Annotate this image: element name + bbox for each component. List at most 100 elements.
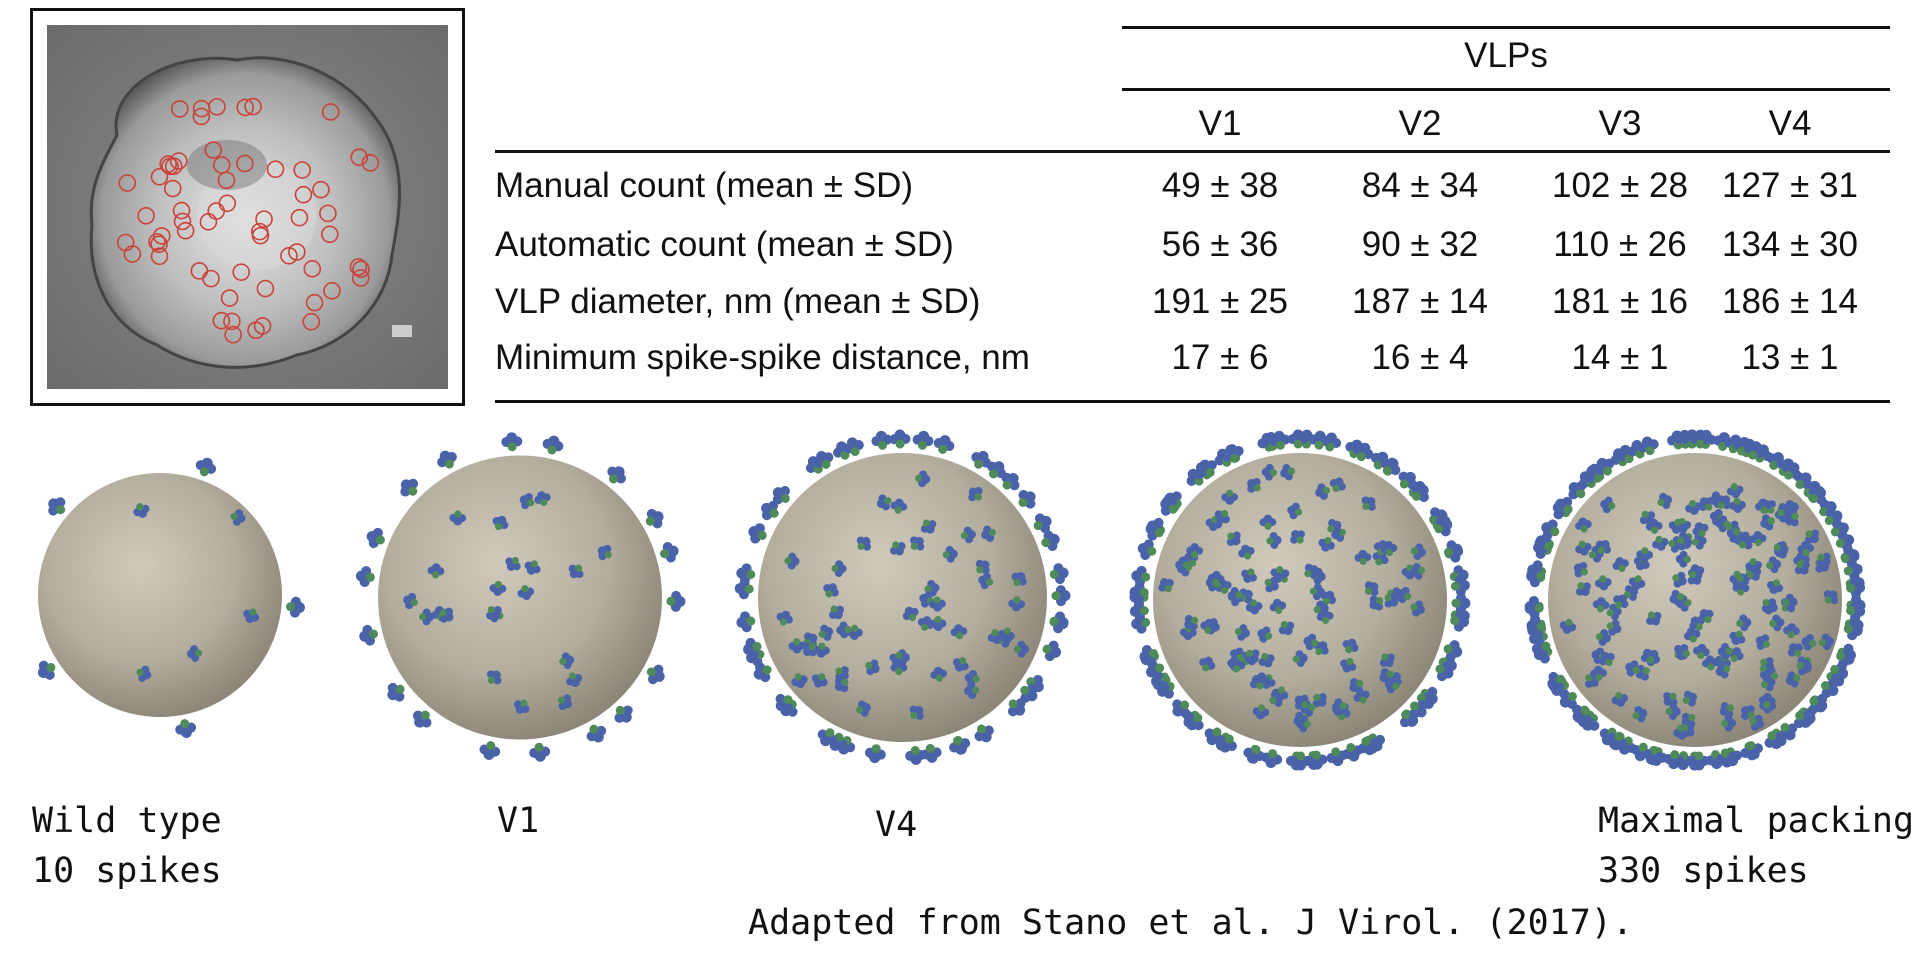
spike-protein — [813, 451, 834, 469]
column-header-v2: V2 — [1398, 104, 1442, 143]
spike-protein — [400, 478, 419, 497]
vlp-render-v1 — [355, 432, 686, 762]
spike-protein — [387, 682, 405, 702]
spike-protein — [1595, 629, 1611, 646]
spike-protein — [1640, 648, 1657, 664]
spike-protein — [403, 592, 418, 610]
spike-protein — [1787, 643, 1803, 657]
spike-protein — [813, 642, 830, 658]
spike-marker — [208, 97, 226, 116]
spike-protein — [1380, 457, 1400, 476]
spike-protein — [920, 519, 937, 534]
table-bottom-rule — [495, 400, 1890, 403]
spike-protein — [1342, 638, 1359, 654]
spike-protein — [1680, 722, 1695, 738]
spike-protein — [890, 498, 908, 514]
spike-protein — [1595, 457, 1615, 476]
spike-protein — [492, 515, 509, 531]
spike-marker — [176, 221, 195, 240]
spike-protein — [1313, 641, 1329, 656]
spike-protein — [1227, 586, 1243, 604]
spike-marker — [172, 201, 191, 220]
cell-diameter-v1: 191 ± 25 — [1152, 282, 1288, 321]
spike-protein — [534, 491, 551, 507]
spike-protein — [1313, 600, 1329, 618]
table-top-rule — [1122, 26, 1890, 29]
spike-protein — [1172, 699, 1190, 718]
spike-protein — [1290, 751, 1312, 771]
spike-marker — [150, 168, 169, 186]
vlp-render-maximal-packing — [1524, 429, 1866, 771]
spike-protein — [1742, 741, 1763, 760]
spike-protein — [1001, 472, 1020, 491]
spike-protein — [1526, 616, 1546, 638]
group-header: VLPs — [1464, 36, 1548, 75]
cell-diameter-v2: 187 ± 14 — [1352, 282, 1488, 321]
vlp-sphere — [38, 473, 282, 717]
spike-protein — [998, 627, 1015, 643]
spike-protein — [646, 664, 665, 685]
spike-marker — [351, 269, 370, 287]
spike-marker — [170, 100, 189, 118]
em-micrograph — [47, 25, 448, 389]
spike-protein — [230, 509, 246, 526]
spike-protein — [964, 670, 980, 687]
spike-protein — [1329, 477, 1346, 493]
spike-protein — [1758, 693, 1776, 709]
spike-protein — [836, 621, 852, 639]
spike-protein — [557, 694, 573, 710]
vlp-spike-table: VLPs V1 V2 V3 V4 Manual count (mean ± SD… — [490, 20, 1890, 410]
spike-protein — [1741, 705, 1755, 720]
spike-protein — [1592, 597, 1610, 613]
spike-protein — [1744, 441, 1765, 460]
spike-marker — [116, 233, 135, 252]
spike-marker — [192, 107, 211, 126]
spike-protein — [437, 450, 457, 469]
spike-protein — [517, 585, 535, 601]
spike-protein — [1342, 742, 1363, 762]
spike-marker — [150, 247, 169, 266]
spike-protein — [1175, 556, 1191, 574]
spike-protein — [817, 728, 838, 747]
spike-protein — [949, 736, 970, 755]
spike-marker — [294, 185, 313, 204]
spike-protein — [1720, 714, 1737, 732]
spike-protein — [1269, 598, 1287, 614]
spike-protein — [1606, 619, 1622, 636]
spike-protein — [1434, 516, 1453, 537]
spike-marker — [236, 154, 254, 173]
spike-protein — [195, 457, 217, 477]
spike-marker — [212, 156, 231, 174]
spike-protein — [971, 450, 991, 469]
spike-protein — [505, 556, 521, 571]
row-label-automatic-count: Automatic count (mean ± SD) — [495, 225, 954, 264]
spike-protein — [1340, 657, 1357, 673]
spike-protein — [501, 432, 523, 452]
spike-protein — [1534, 534, 1554, 555]
spike-protein — [933, 435, 955, 454]
spike-protein — [366, 527, 385, 549]
cell-manual-v1: 49 ± 38 — [1161, 166, 1279, 205]
spike-protein — [950, 624, 968, 640]
spike-protein — [1269, 430, 1291, 450]
spike-protein — [1606, 731, 1627, 750]
spike-marker — [293, 161, 311, 179]
spike-protein — [1726, 482, 1744, 499]
spike-protein — [856, 536, 872, 551]
spike-protein — [928, 596, 946, 612]
column-header-v1: V1 — [1198, 104, 1242, 143]
spike-protein — [419, 608, 435, 626]
spike-protein — [1625, 660, 1640, 677]
spike-protein — [1818, 633, 1834, 651]
spike-marker — [223, 312, 241, 331]
spike-protein — [1846, 600, 1866, 622]
spike-protein — [1380, 540, 1398, 557]
spike-protein — [439, 607, 454, 623]
spike-marker — [288, 243, 306, 261]
spike-marker — [256, 279, 275, 298]
spike-protein — [1186, 543, 1204, 559]
spike-protein — [1613, 594, 1629, 609]
spike-protein — [929, 615, 947, 632]
cell-automatic-v1: 56 ± 36 — [1161, 225, 1279, 264]
spike-protein — [1353, 688, 1370, 704]
